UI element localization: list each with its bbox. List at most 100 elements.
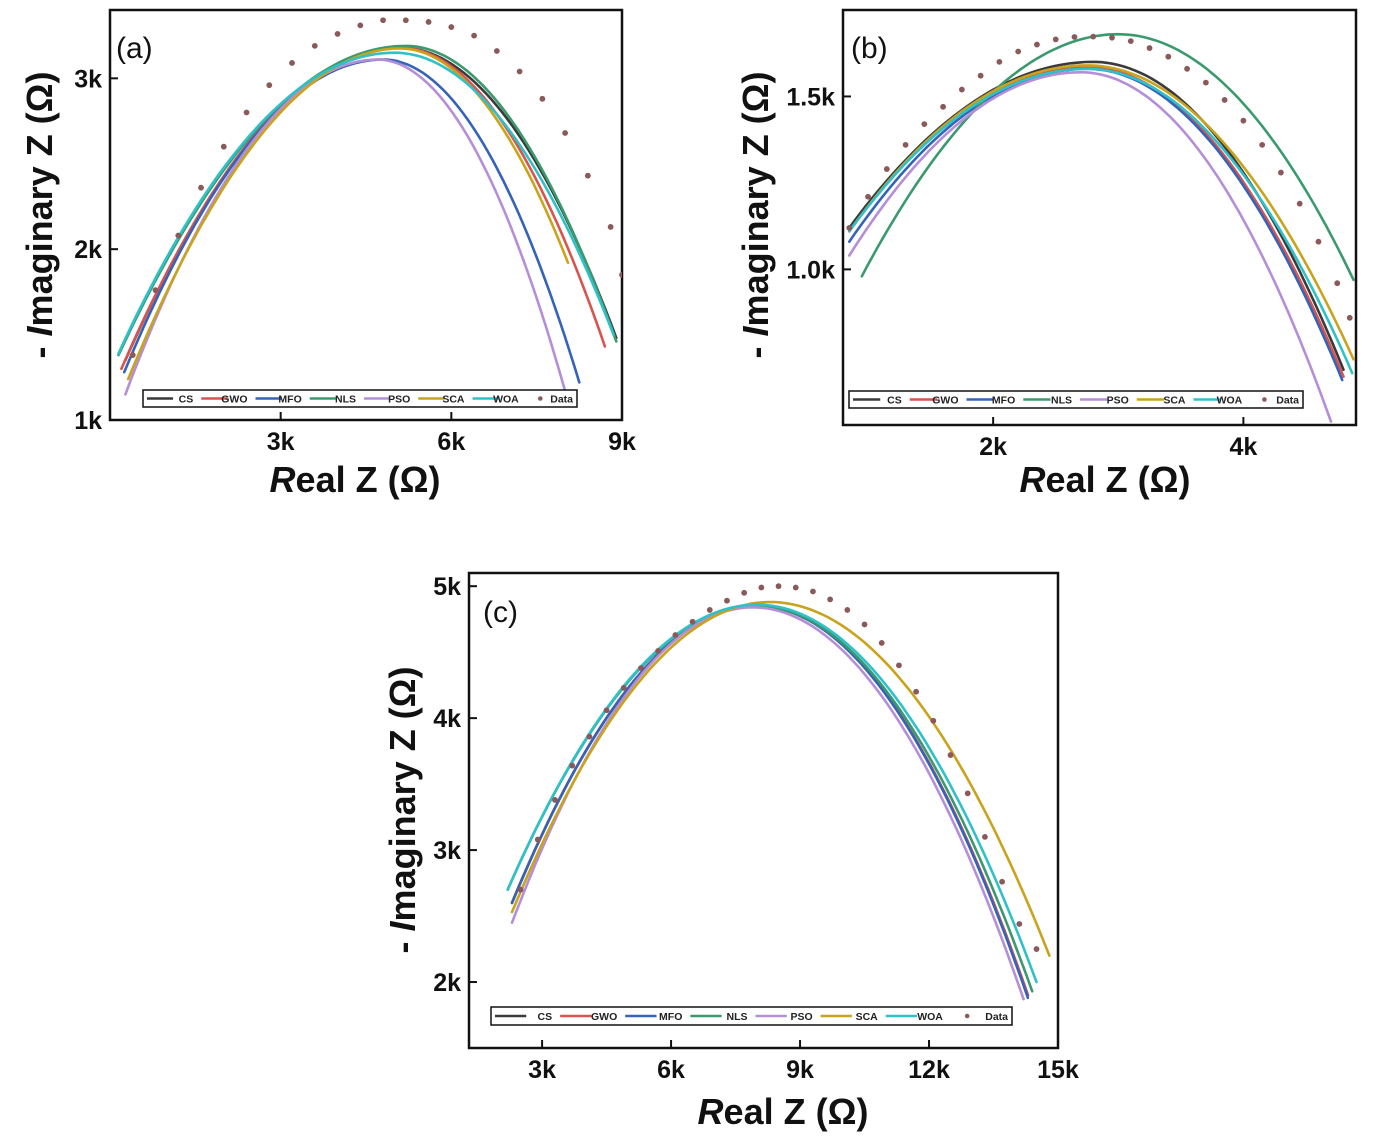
y-tick-label-b: 1.0k [786, 256, 835, 284]
legend-box-b [848, 390, 1304, 409]
y-axis-title-prefix: - [735, 336, 776, 358]
data-point-c [689, 618, 696, 625]
x-axis-title-b: Real Z (Ω) [1020, 459, 1191, 500]
legend-marker-data [538, 396, 543, 401]
data-point-c [758, 584, 765, 591]
legend-label-sca: SCA [442, 394, 465, 406]
x-axis-title-rest: eal Z (Ω) [724, 1091, 869, 1132]
legend-b: CS GWO MFO NLS PSO SCA WOA Data [848, 390, 1304, 409]
data-point-b [1090, 33, 1097, 40]
series-line-sca-b [847, 64, 1355, 361]
data-point-a [516, 68, 523, 75]
y-tick-label-c: 4k [433, 705, 461, 733]
legend-box-c [490, 1006, 1013, 1026]
data-point-c [947, 752, 954, 758]
y-axis-title-a: - Imaginary Z (Ω) [19, 72, 60, 359]
data-point-a [220, 143, 227, 150]
data-point-a [243, 109, 250, 116]
legend-label-data: Data [985, 1011, 1008, 1023]
data-point-c [964, 790, 971, 797]
x-tick-label-c: 12k [908, 1056, 950, 1084]
legend-c: CS GWO MFO NLS PSO SCA WOA Data [490, 1006, 1013, 1026]
data-point-c [913, 688, 920, 695]
x-tick-label-a: 9k [608, 428, 636, 456]
data-point-c [896, 662, 902, 669]
x-tick-label-c: 6k [657, 1056, 685, 1084]
data-point-b [940, 103, 946, 110]
data-point-b [1052, 36, 1059, 43]
series-group-c [506, 583, 1051, 1001]
data-point-a [198, 184, 204, 191]
x-axis-title-rest: eal Z (Ω) [1046, 459, 1191, 500]
data-point-b [1334, 280, 1341, 287]
data-point-b [1146, 45, 1153, 51]
series-line-mfo-a [122, 58, 581, 384]
data-point-c [1033, 946, 1040, 952]
data-point-c [603, 707, 610, 714]
chart-panel-c: 3k 6k 9k 12k 15k 2k 3k 4k 5k (c) Real Z (Ω) - Imagi… [382, 571, 1079, 1132]
data-point-b [1127, 38, 1134, 45]
data-point-b [1315, 238, 1322, 245]
data-point-a [380, 17, 386, 24]
data-point-a [562, 130, 569, 136]
series-group-b [846, 32, 1355, 423]
chart-panel-b: 2k 4k 1.0k 1.5k (b) Real Z (Ω) - Imaginary Z (… [735, 8, 1358, 500]
x-axis-title-italic: R [270, 459, 296, 500]
data-point-c [620, 684, 627, 691]
data-point-a [607, 224, 614, 230]
plot-frame-c [467, 571, 1060, 1050]
series-line-pso-c [510, 605, 1025, 1001]
legend-label-nls: NLS [727, 1011, 748, 1023]
data-point-a [584, 172, 591, 179]
legend-label-sca: SCA [856, 1011, 879, 1023]
data-point-a [448, 24, 455, 30]
series-line-cs-b [847, 60, 1345, 372]
series-line-gwo-a [120, 46, 607, 371]
y-tick-label-c: 2k [433, 969, 461, 997]
legend-label-data: Data [1276, 395, 1299, 407]
data-point-b [977, 72, 984, 79]
y-tick-label-a: 3k [74, 65, 102, 93]
data-point-c [810, 588, 816, 595]
x-axis-title-italic: R [698, 1091, 724, 1132]
legend-label-sca: SCA [1163, 395, 1186, 407]
data-point-a [493, 48, 500, 54]
y-axis-title-rest: maginary Z (Ω) [19, 72, 60, 327]
data-point-c [672, 632, 679, 638]
data-point-a [471, 32, 477, 39]
legend-label-gwo: GWO [221, 394, 247, 406]
panel-label-b: (b) [851, 32, 888, 65]
legend-label-pso: PSO [1107, 395, 1129, 407]
data-point-b [1015, 48, 1022, 55]
data-point-c [861, 621, 868, 628]
data-point-c [999, 878, 1006, 885]
data-point-b [846, 224, 853, 231]
data-point-a [334, 31, 341, 37]
series-line-woa-c [506, 603, 1038, 984]
y-tick-label-c: 5k [433, 573, 461, 601]
series-line-woa-b [847, 67, 1354, 375]
legend-label-cs: CS [179, 394, 194, 406]
legend-label-cs: CS [538, 1011, 553, 1023]
plot-frame-b [841, 8, 1358, 427]
x-tick-label-a: 6k [437, 428, 465, 456]
data-point-c [930, 717, 937, 724]
data-point-c [741, 589, 748, 596]
data-point-a [289, 60, 295, 66]
data-point-a [402, 17, 409, 24]
data-point-c [878, 640, 885, 646]
y-axis-title-prefix: - [19, 336, 60, 358]
data-point-a [311, 42, 318, 49]
x-tick-label-b: 2k [979, 433, 1007, 461]
data-point-b [1259, 141, 1266, 148]
y-tick-label-a: 2k [74, 236, 102, 264]
plot-frame-a [108, 8, 624, 422]
x-axis-title-a: Real Z (Ω) [270, 459, 441, 500]
x-tick-label-a: 3k [267, 428, 295, 456]
panel-label-a: (a) [116, 32, 153, 65]
data-point-a [619, 271, 622, 278]
x-axis-title-italic: R [1020, 459, 1046, 500]
data-point-a [152, 287, 159, 294]
legend-box-a [142, 389, 578, 408]
data-point-c [792, 584, 799, 591]
